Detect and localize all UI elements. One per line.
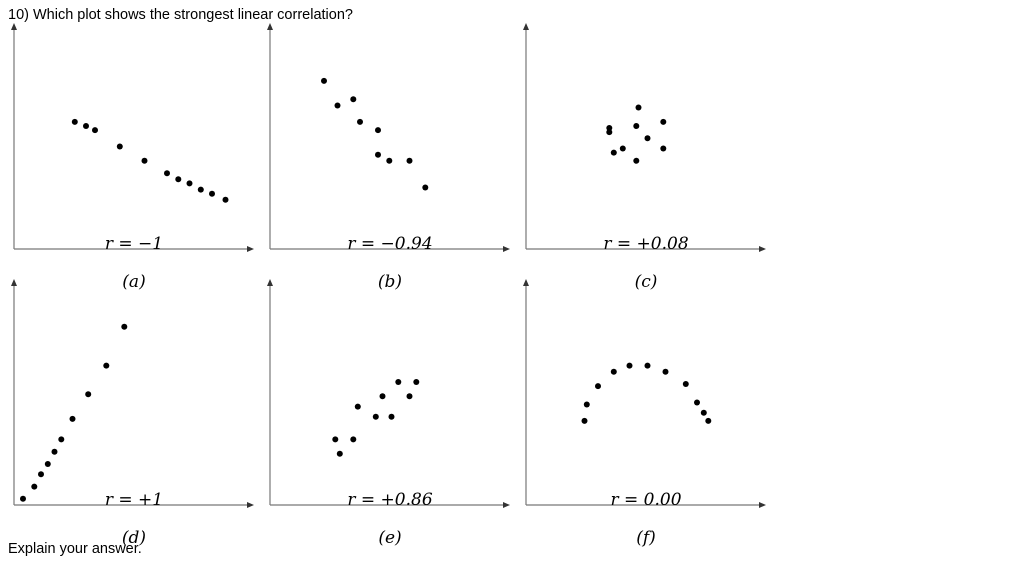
- data-point: [682, 381, 689, 387]
- plot-canvas: [267, 23, 510, 252]
- data-point: [175, 176, 182, 183]
- r-label: r = −1: [104, 234, 164, 254]
- data-point: [581, 417, 588, 424]
- panel-label: (d): [121, 528, 147, 548]
- data-point: [395, 379, 402, 385]
- y-axis-arrow: [267, 279, 273, 286]
- data-point: [422, 184, 429, 191]
- data-point: [705, 417, 712, 424]
- r-label: r = +0.86: [347, 490, 433, 510]
- explain-prompt: Explain your answer.: [8, 541, 142, 557]
- y-axis-arrow: [523, 23, 529, 30]
- data-point: [209, 190, 215, 197]
- data-point: [386, 157, 393, 164]
- r-label: r = −0.94: [347, 234, 433, 254]
- y-axis-arrow: [11, 279, 17, 286]
- data-point: [31, 483, 38, 490]
- panel-label: (a): [122, 272, 146, 292]
- data-point: [334, 102, 341, 109]
- scatter-plot-e: r = +0.86 (e): [267, 278, 510, 548]
- data-point: [332, 436, 339, 443]
- data-point: [660, 118, 667, 125]
- data-point: [372, 413, 379, 420]
- y-axis-arrow: [267, 23, 273, 30]
- data-point: [375, 151, 381, 158]
- data-point: [375, 127, 381, 134]
- r-label: r = 0.00: [610, 490, 682, 510]
- data-point: [700, 409, 707, 416]
- data-point: [626, 362, 633, 369]
- data-point: [71, 118, 78, 125]
- x-axis-arrow: [503, 502, 510, 508]
- x-axis-arrow: [247, 502, 254, 508]
- plot-canvas: [11, 23, 254, 252]
- data-point: [379, 393, 386, 400]
- data-point: [610, 368, 617, 375]
- r-label: r = +1: [104, 490, 164, 510]
- panel-label: (b): [377, 272, 403, 292]
- data-point: [388, 413, 395, 420]
- data-point: [660, 145, 667, 152]
- r-label: r = +0.08: [603, 234, 689, 254]
- data-point: [354, 403, 361, 410]
- plot-canvas: [523, 279, 766, 508]
- data-point: [350, 96, 357, 103]
- data-point: [406, 393, 413, 400]
- data-point: [694, 399, 700, 406]
- x-axis-arrow: [759, 502, 766, 508]
- data-point: [85, 391, 92, 398]
- data-point: [164, 170, 170, 177]
- data-point: [633, 123, 640, 129]
- data-point: [116, 143, 123, 150]
- data-point: [92, 127, 98, 134]
- y-axis-arrow: [523, 279, 529, 286]
- panel-label: (f): [636, 528, 656, 548]
- x-axis-arrow: [759, 246, 766, 252]
- question-text: 10) Which plot shows the strongest linea…: [8, 7, 353, 23]
- data-point: [141, 157, 148, 164]
- scatter-plot-c: r = +0.08 (c): [523, 22, 766, 292]
- data-point: [58, 436, 65, 443]
- data-point: [186, 180, 193, 187]
- data-point: [635, 104, 642, 111]
- data-point: [595, 383, 601, 390]
- data-point: [406, 157, 413, 164]
- data-point: [83, 123, 89, 129]
- data-point: [583, 401, 590, 408]
- data-point: [644, 135, 651, 142]
- scatter-plot-d: r = +1 (d): [11, 278, 254, 548]
- scatter-plot-b: r = −0.94 (b): [267, 22, 510, 292]
- data-point: [103, 362, 110, 369]
- data-point: [20, 495, 26, 502]
- data-point: [336, 450, 343, 457]
- y-axis-arrow: [11, 23, 17, 30]
- data-point: [633, 157, 640, 164]
- data-point: [44, 461, 51, 467]
- scatter-plot-a: r = −1 (a): [11, 22, 254, 292]
- data-point: [69, 415, 76, 422]
- plot-canvas: [523, 23, 766, 252]
- data-point: [357, 118, 363, 125]
- data-point: [606, 125, 613, 131]
- panel-label: (c): [634, 272, 658, 292]
- data-point: [644, 362, 651, 369]
- data-point: [38, 471, 44, 478]
- data-point: [350, 436, 357, 443]
- data-point: [619, 145, 626, 152]
- scatter-plot-f: r = 0.00 (f): [523, 278, 766, 548]
- data-point: [610, 149, 617, 156]
- plot-canvas: [11, 279, 254, 508]
- x-axis-arrow: [503, 246, 510, 252]
- data-point: [51, 448, 58, 455]
- data-point: [121, 323, 128, 330]
- data-point: [197, 186, 204, 193]
- panel-label: (e): [378, 528, 402, 548]
- data-point: [321, 77, 327, 84]
- data-point: [662, 368, 669, 375]
- x-axis-arrow: [247, 246, 254, 252]
- plot-canvas: [267, 279, 510, 508]
- data-point: [606, 129, 613, 136]
- data-point: [413, 379, 420, 385]
- data-point: [222, 196, 229, 203]
